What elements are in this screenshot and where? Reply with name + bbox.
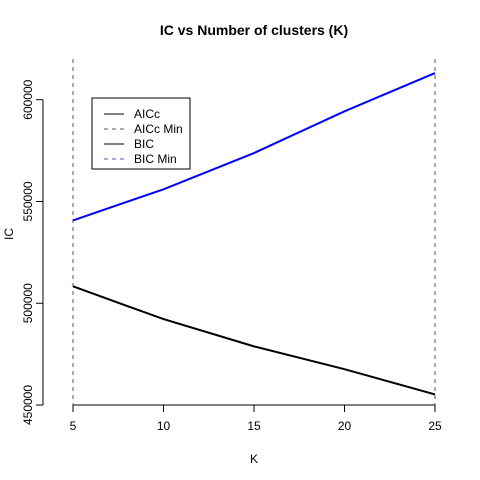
legend-entry-label: BIC Min <box>134 152 177 166</box>
y-tick-label: 550000 <box>21 181 35 221</box>
legend-box <box>91 97 191 170</box>
series-line-aicc <box>72 285 436 396</box>
axes: 5 10 15 20 25 450000 500000 550000 600000 <box>21 79 442 433</box>
x-tick-label: 5 <box>70 419 77 433</box>
y-tick-label: 600000 <box>21 79 35 119</box>
y-tick-label: 450000 <box>21 385 35 425</box>
x-tick-label: 20 <box>338 419 352 433</box>
y-tick-label: 500000 <box>21 283 35 323</box>
chart-title: IC vs Number of clusters (K) <box>160 22 348 38</box>
x-tick-label: 25 <box>428 419 442 433</box>
y-axis-label: IC <box>2 228 16 240</box>
legend-entry-label: AICc <box>134 107 160 121</box>
legend-entry-label: BIC <box>134 137 154 151</box>
x-tick-label: 10 <box>157 419 171 433</box>
x-axis-label: K <box>250 452 258 466</box>
plot-area <box>72 59 436 405</box>
x-tick-label: 15 <box>247 419 261 433</box>
series-line-bic <box>72 72 436 222</box>
legend-entry-label: AICc Min <box>134 122 183 136</box>
